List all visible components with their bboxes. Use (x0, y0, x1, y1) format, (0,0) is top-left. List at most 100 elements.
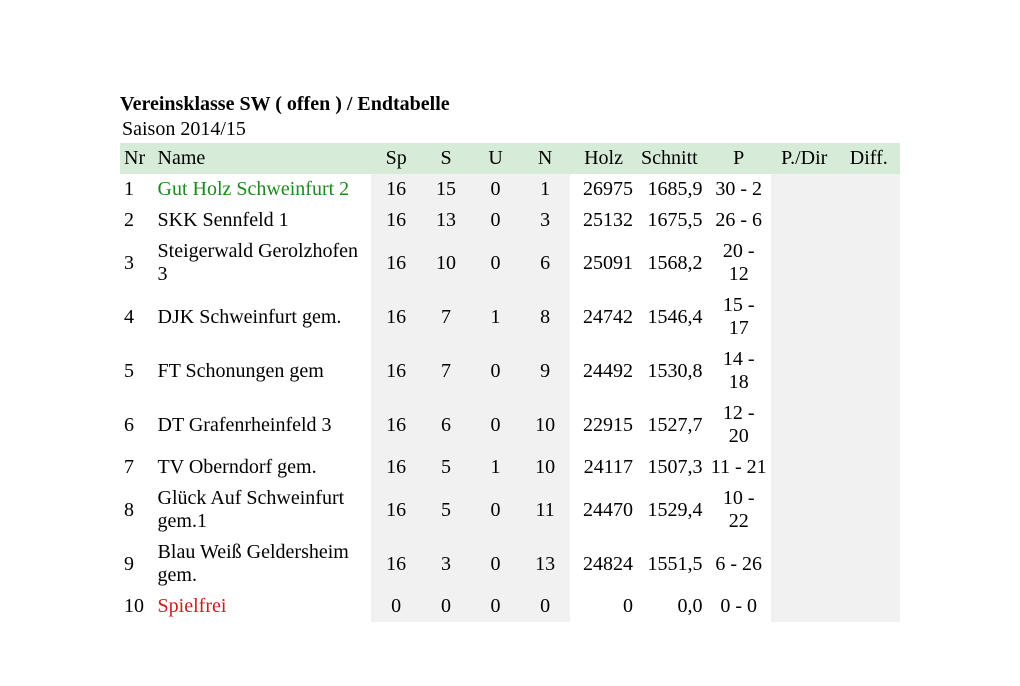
cell-nr: 5 (120, 344, 154, 398)
cell-schnitt: 1530,8 (637, 344, 707, 398)
cell-n: 9 (520, 344, 570, 398)
cell-sp: 16 (371, 398, 421, 452)
cell-diff (838, 591, 900, 622)
cell-n: 1 (520, 174, 570, 205)
cell-n: 11 (520, 483, 570, 537)
cell-pdir (771, 290, 838, 344)
cell-u: 0 (471, 537, 520, 591)
cell-nr: 10 (120, 591, 154, 622)
cell-p: 14 - 18 (707, 344, 771, 398)
cell-u: 0 (471, 483, 520, 537)
cell-diff (838, 236, 900, 290)
cell-holz: 25091 (570, 236, 637, 290)
cell-name: TV Oberndorf gem. (154, 452, 372, 483)
cell-holz: 24117 (570, 452, 637, 483)
cell-pdir (771, 537, 838, 591)
cell-p: 30 - 2 (707, 174, 771, 205)
cell-nr: 1 (120, 174, 154, 205)
cell-p: 11 - 21 (707, 452, 771, 483)
col-p: P (707, 143, 771, 174)
cell-name: FT Schonungen gem (154, 344, 372, 398)
cell-diff (838, 290, 900, 344)
cell-sp: 16 (371, 537, 421, 591)
cell-nr: 3 (120, 236, 154, 290)
cell-schnitt: 1546,4 (637, 290, 707, 344)
cell-diff (838, 344, 900, 398)
table-header: Nr Name Sp S U N Holz Schnitt P P./Dir D… (120, 143, 900, 174)
cell-n: 10 (520, 398, 570, 452)
cell-name: Spielfrei (154, 591, 372, 622)
cell-holz: 24492 (570, 344, 637, 398)
table-row: 3Steigerwald Gerolzhofen 316100625091156… (120, 236, 900, 290)
cell-schnitt: 1675,5 (637, 205, 707, 236)
cell-pdir (771, 205, 838, 236)
cell-s: 15 (421, 174, 471, 205)
cell-u: 0 (471, 236, 520, 290)
cell-p: 12 - 20 (707, 398, 771, 452)
cell-p: 6 - 26 (707, 537, 771, 591)
page-subtitle: Saison 2014/15 (122, 118, 920, 141)
col-pdir: P./Dir (771, 143, 838, 174)
cell-u: 0 (471, 174, 520, 205)
cell-schnitt: 1527,7 (637, 398, 707, 452)
cell-schnitt: 1568,2 (637, 236, 707, 290)
col-sp: Sp (371, 143, 421, 174)
cell-name: Steigerwald Gerolzhofen 3 (154, 236, 372, 290)
cell-s: 0 (421, 591, 471, 622)
cell-p: 15 - 17 (707, 290, 771, 344)
cell-u: 0 (471, 344, 520, 398)
cell-sp: 16 (371, 236, 421, 290)
cell-holz: 24470 (570, 483, 637, 537)
cell-name: SKK Sennfeld 1 (154, 205, 372, 236)
cell-name: DT Grafenrheinfeld 3 (154, 398, 372, 452)
cell-holz: 25132 (570, 205, 637, 236)
cell-n: 10 (520, 452, 570, 483)
cell-pdir (771, 483, 838, 537)
table-row: 7TV Oberndorf gem.165110241171507,311 - … (120, 452, 900, 483)
cell-n: 3 (520, 205, 570, 236)
table-row: 8Glück Auf Schweinfurt gem.1165011244701… (120, 483, 900, 537)
cell-s: 6 (421, 398, 471, 452)
cell-n: 6 (520, 236, 570, 290)
cell-diff (838, 398, 900, 452)
col-s: S (421, 143, 471, 174)
cell-nr: 7 (120, 452, 154, 483)
cell-holz: 26975 (570, 174, 637, 205)
table-row: 4DJK Schweinfurt gem.16718247421546,415 … (120, 290, 900, 344)
table-row: 2SKK Sennfeld 1161303251321675,526 - 6 (120, 205, 900, 236)
cell-sp: 16 (371, 452, 421, 483)
page-title: Vereinsklasse SW ( offen ) / Endtabelle (120, 93, 920, 116)
col-name: Name (154, 143, 372, 174)
cell-n: 13 (520, 537, 570, 591)
cell-holz: 24824 (570, 537, 637, 591)
cell-nr: 8 (120, 483, 154, 537)
cell-diff (838, 205, 900, 236)
cell-s: 3 (421, 537, 471, 591)
cell-s: 5 (421, 483, 471, 537)
cell-sp: 16 (371, 290, 421, 344)
cell-u: 0 (471, 205, 520, 236)
cell-pdir (771, 591, 838, 622)
cell-pdir (771, 236, 838, 290)
table-row: 1Gut Holz Schweinfurt 2161501269751685,9… (120, 174, 900, 205)
cell-pdir (771, 398, 838, 452)
cell-p: 0 - 0 (707, 591, 771, 622)
cell-holz: 0 (570, 591, 637, 622)
cell-pdir (771, 344, 838, 398)
cell-diff (838, 537, 900, 591)
cell-schnitt: 1551,5 (637, 537, 707, 591)
table-row: 5FT Schonungen gem16709244921530,814 - 1… (120, 344, 900, 398)
page: Vereinsklasse SW ( offen ) / Endtabelle … (0, 0, 1020, 686)
col-u: U (471, 143, 520, 174)
cell-holz: 24742 (570, 290, 637, 344)
cell-nr: 9 (120, 537, 154, 591)
col-diff: Diff. (838, 143, 900, 174)
col-holz: Holz (570, 143, 637, 174)
cell-name: DJK Schweinfurt gem. (154, 290, 372, 344)
cell-diff (838, 452, 900, 483)
cell-p: 26 - 6 (707, 205, 771, 236)
cell-diff (838, 174, 900, 205)
table-row: 9Blau Weiß Geldersheim gem.1630132482415… (120, 537, 900, 591)
cell-sp: 16 (371, 174, 421, 205)
cell-sp: 16 (371, 344, 421, 398)
